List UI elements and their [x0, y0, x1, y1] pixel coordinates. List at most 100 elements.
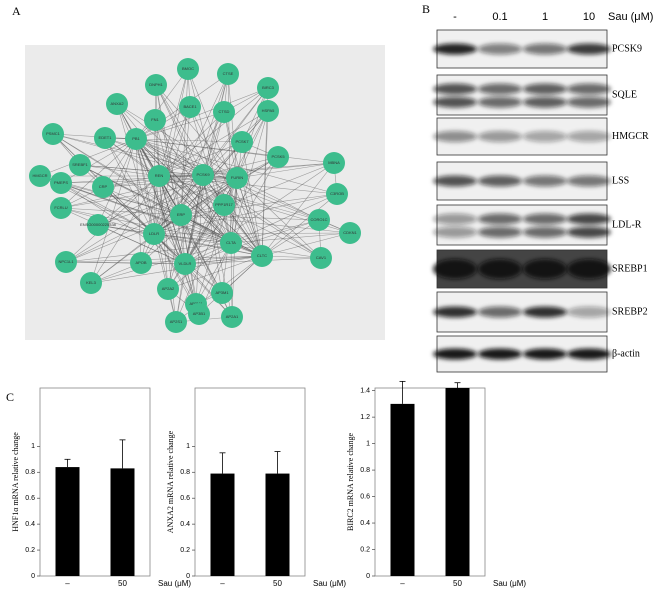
network-node	[308, 209, 330, 231]
network-edge	[97, 224, 186, 265]
plot-frame	[194, 387, 306, 577]
network-node	[144, 109, 166, 131]
network-edge	[60, 182, 155, 235]
bar	[265, 473, 290, 576]
network-edge	[135, 138, 204, 176]
y-tick-label: 0.2	[25, 547, 35, 554]
network-node	[211, 282, 233, 304]
node-label: LDLR	[149, 231, 159, 236]
y-tick-label: 1	[366, 440, 370, 447]
y-tick-label: 0	[31, 573, 35, 580]
y-tick-label: 0.4	[180, 521, 190, 528]
network-edge	[97, 138, 137, 226]
node-label: ANXA2	[110, 101, 124, 106]
blot-band	[478, 213, 522, 225]
network-edge	[60, 182, 182, 216]
x-tick-label: –	[400, 579, 405, 588]
y-tick-label: 0.2	[360, 546, 370, 553]
node-label: FN1	[151, 117, 159, 122]
network-node	[326, 183, 348, 205]
blot-band	[567, 131, 611, 142]
network-edge	[184, 263, 233, 318]
network-edge	[135, 138, 243, 143]
protein-label: SQLE	[612, 89, 637, 100]
blot-panel	[436, 204, 608, 246]
network-edge	[135, 68, 189, 140]
node-label: MBNA	[328, 160, 340, 165]
network-edge	[90, 214, 182, 284]
network-edge	[184, 162, 335, 265]
network-node	[125, 128, 147, 150]
blot-band	[433, 306, 477, 318]
network-edge	[230, 219, 320, 244]
network-edge	[198, 255, 263, 315]
node-label: ERP	[177, 212, 186, 217]
node-label: HSPA5	[262, 108, 276, 113]
network-node	[170, 204, 192, 226]
network-edge	[189, 106, 263, 257]
network-edge	[153, 68, 189, 235]
node-label: PCSK5	[271, 154, 285, 159]
network-edge	[184, 111, 225, 265]
y-tick-label: 0.4	[25, 521, 35, 528]
network-node	[310, 247, 332, 269]
network-edge	[104, 137, 160, 177]
y-axis-label: BIRC2 mRNA relative change	[346, 433, 355, 531]
network-edge	[223, 111, 238, 179]
node-label: BMOC	[182, 66, 194, 71]
blot-band	[478, 175, 522, 187]
node-label: CLTA	[226, 240, 236, 245]
network-edge	[230, 242, 233, 318]
blot-band	[567, 83, 611, 95]
network-edge	[195, 242, 232, 305]
node-label: APOB	[135, 260, 146, 265]
network-edge	[79, 164, 160, 177]
network-edge	[140, 255, 263, 264]
node-label: SREBF1	[72, 162, 88, 167]
blot-band	[433, 175, 477, 187]
network-edge	[135, 138, 263, 257]
network-edge	[154, 119, 232, 244]
network-node	[213, 194, 235, 216]
node-label: PSMC1	[46, 131, 61, 136]
network-edge	[104, 137, 155, 235]
network-edge	[241, 141, 263, 257]
network-node	[257, 100, 279, 122]
network-edge	[153, 141, 243, 235]
network-edge	[261, 219, 320, 257]
network-edge	[65, 261, 142, 264]
network-node	[145, 74, 167, 96]
network-edge	[116, 103, 186, 265]
network-node	[55, 251, 77, 273]
x-tick-label: –	[220, 579, 225, 588]
plot-frame	[374, 387, 486, 577]
x-axis-label: Sau (μM)	[158, 579, 191, 588]
network-edge	[65, 174, 204, 263]
network-edge	[236, 162, 335, 179]
y-tick-label: 0	[186, 573, 190, 580]
bar	[210, 473, 235, 576]
network-node	[50, 197, 72, 219]
node-label: AP3B1	[193, 311, 206, 316]
blot-band	[478, 96, 522, 108]
blot-band	[523, 306, 567, 318]
network-edge	[158, 141, 243, 177]
network-node	[106, 93, 128, 115]
network-edge	[65, 214, 182, 263]
network-node	[94, 127, 116, 149]
network-edge	[236, 177, 263, 257]
network-node	[42, 123, 64, 145]
network-edge	[65, 255, 263, 263]
bar	[55, 467, 80, 576]
network-edge	[104, 137, 204, 176]
x-tick-label: 50	[453, 579, 462, 588]
network-edge	[52, 133, 182, 216]
network-node	[339, 222, 361, 244]
blot-band	[433, 83, 477, 95]
blot-band	[523, 83, 567, 95]
y-tick-label: 0.8	[25, 469, 35, 476]
node-label: BACE1	[183, 104, 197, 109]
bar	[110, 468, 135, 576]
node-label: CORO1C	[310, 217, 327, 222]
bar	[445, 388, 470, 576]
